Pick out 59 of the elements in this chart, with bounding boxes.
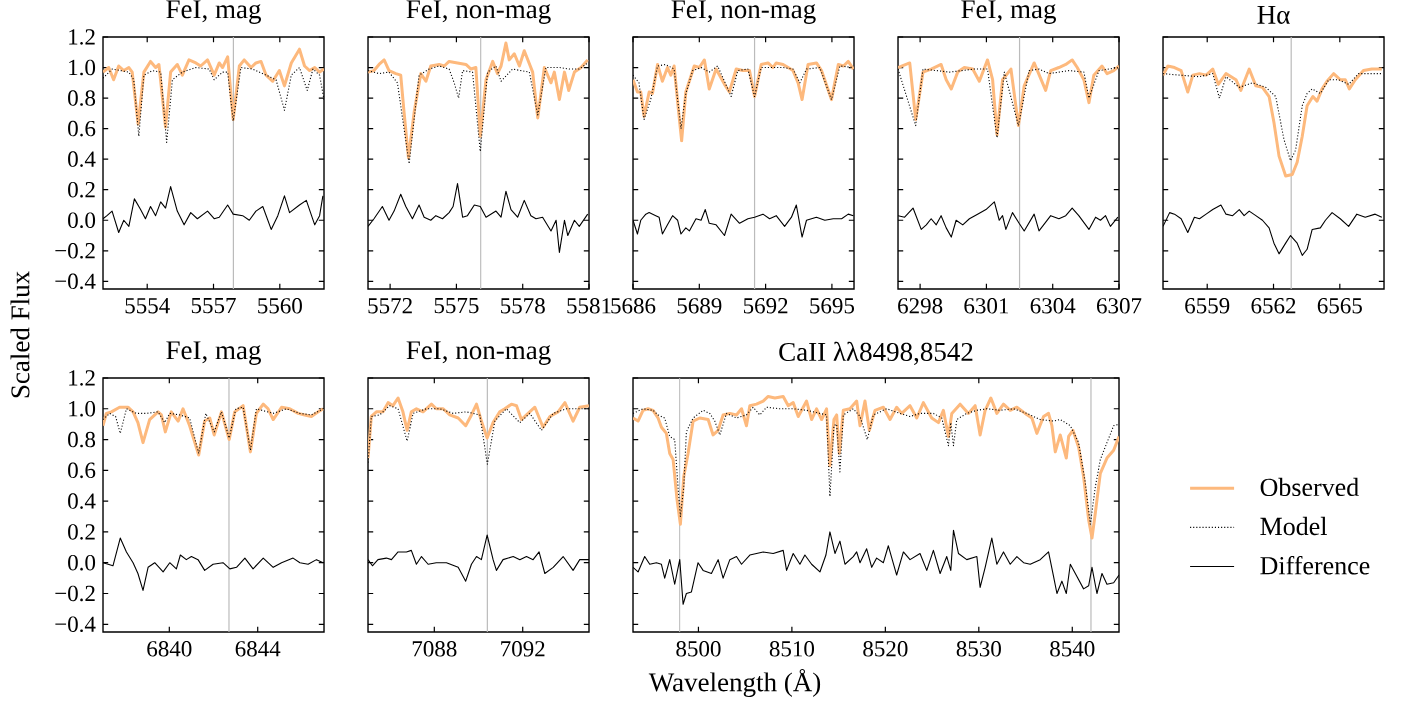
y-tick-label: 0.0: [68, 212, 96, 229]
x-tick-label: 6307: [1096, 298, 1142, 314]
y-tick-label: 0.4: [68, 151, 96, 167]
x-tick-label: 7088: [412, 641, 457, 657]
x-tick-label: 5554: [125, 298, 170, 314]
y-tick-label: −0.2: [55, 243, 95, 259]
chart-title: FeI, non-mag: [671, 0, 816, 24]
chart-title: FeI, non-mag: [406, 341, 551, 365]
chart-title: FeI, mag: [961, 0, 1056, 24]
x-axis-title: Wavelength (Å): [648, 669, 821, 697]
x-tick-label: 8500: [676, 641, 721, 657]
y-tick-label: −0.2: [55, 585, 95, 602]
y-tick-label: 0.0: [68, 554, 96, 571]
x-tick-label: 5581: [567, 298, 611, 314]
x-tick-label: 5578: [501, 298, 545, 314]
line-series: [103, 47, 325, 129]
y-tick-label: 0.2: [68, 524, 95, 540]
x-tick-label: 6565: [1317, 298, 1362, 314]
x-tick-label: 5686: [611, 298, 656, 314]
y-tick-label: 0.4: [68, 493, 96, 509]
y-axis-title: Scaled Flux: [10, 271, 30, 398]
x-tick-label: 7092: [501, 641, 545, 657]
y-tick-label: 0.8: [68, 431, 96, 448]
x-tick-label: 5572: [368, 298, 412, 314]
y-tick-label: −0.4: [55, 273, 96, 290]
legend-label: Observed: [1260, 477, 1359, 497]
x-tick-label: 6559: [1185, 298, 1230, 314]
y-tick-label: 1.2: [69, 29, 95, 45]
x-tick-label: 6844: [235, 641, 281, 657]
x-tick-label: 5695: [810, 298, 855, 314]
x-tick-label: 5689: [677, 298, 722, 314]
legend-label: Model: [1260, 516, 1327, 536]
y-tick-label: −0.4: [55, 616, 96, 633]
x-tick-label: 5575: [434, 298, 479, 314]
x-tick-label: 5557: [191, 298, 236, 314]
x-tick-label: 6562: [1251, 298, 1296, 314]
chart-title: FeI, non-mag: [406, 0, 551, 24]
y-tick-label: 0.8: [68, 90, 96, 106]
chart-title: FeI, mag: [166, 341, 261, 365]
x-tick-label: 8540: [1050, 641, 1095, 657]
x-tick-label: 5692: [743, 298, 788, 314]
chart-title: CaII λλ8498,8542: [779, 341, 973, 365]
x-tick-label: 8520: [863, 641, 908, 657]
x-tick-label: 5560: [258, 298, 302, 314]
y-tick-label: 1.2: [69, 370, 95, 386]
y-tick-label: 0.6: [68, 120, 96, 137]
y-tick-label: 1.0: [69, 59, 96, 76]
chart-title: Hα: [1257, 5, 1290, 24]
x-tick-label: 8510: [769, 641, 815, 657]
x-tick-label: 6840: [147, 641, 192, 657]
y-tick-label: 0.2: [68, 181, 95, 198]
y-tick-label: 0.6: [68, 462, 96, 479]
x-tick-label: 6304: [1030, 298, 1076, 314]
y-tick-label: 1.0: [69, 400, 96, 417]
x-tick-label: 6298: [898, 298, 943, 314]
legend-label: Difference: [1260, 555, 1370, 575]
chart-title: FeI, mag: [166, 0, 261, 24]
x-tick-label: 8530: [956, 641, 1001, 657]
x-tick-label: 6301: [964, 298, 1009, 314]
